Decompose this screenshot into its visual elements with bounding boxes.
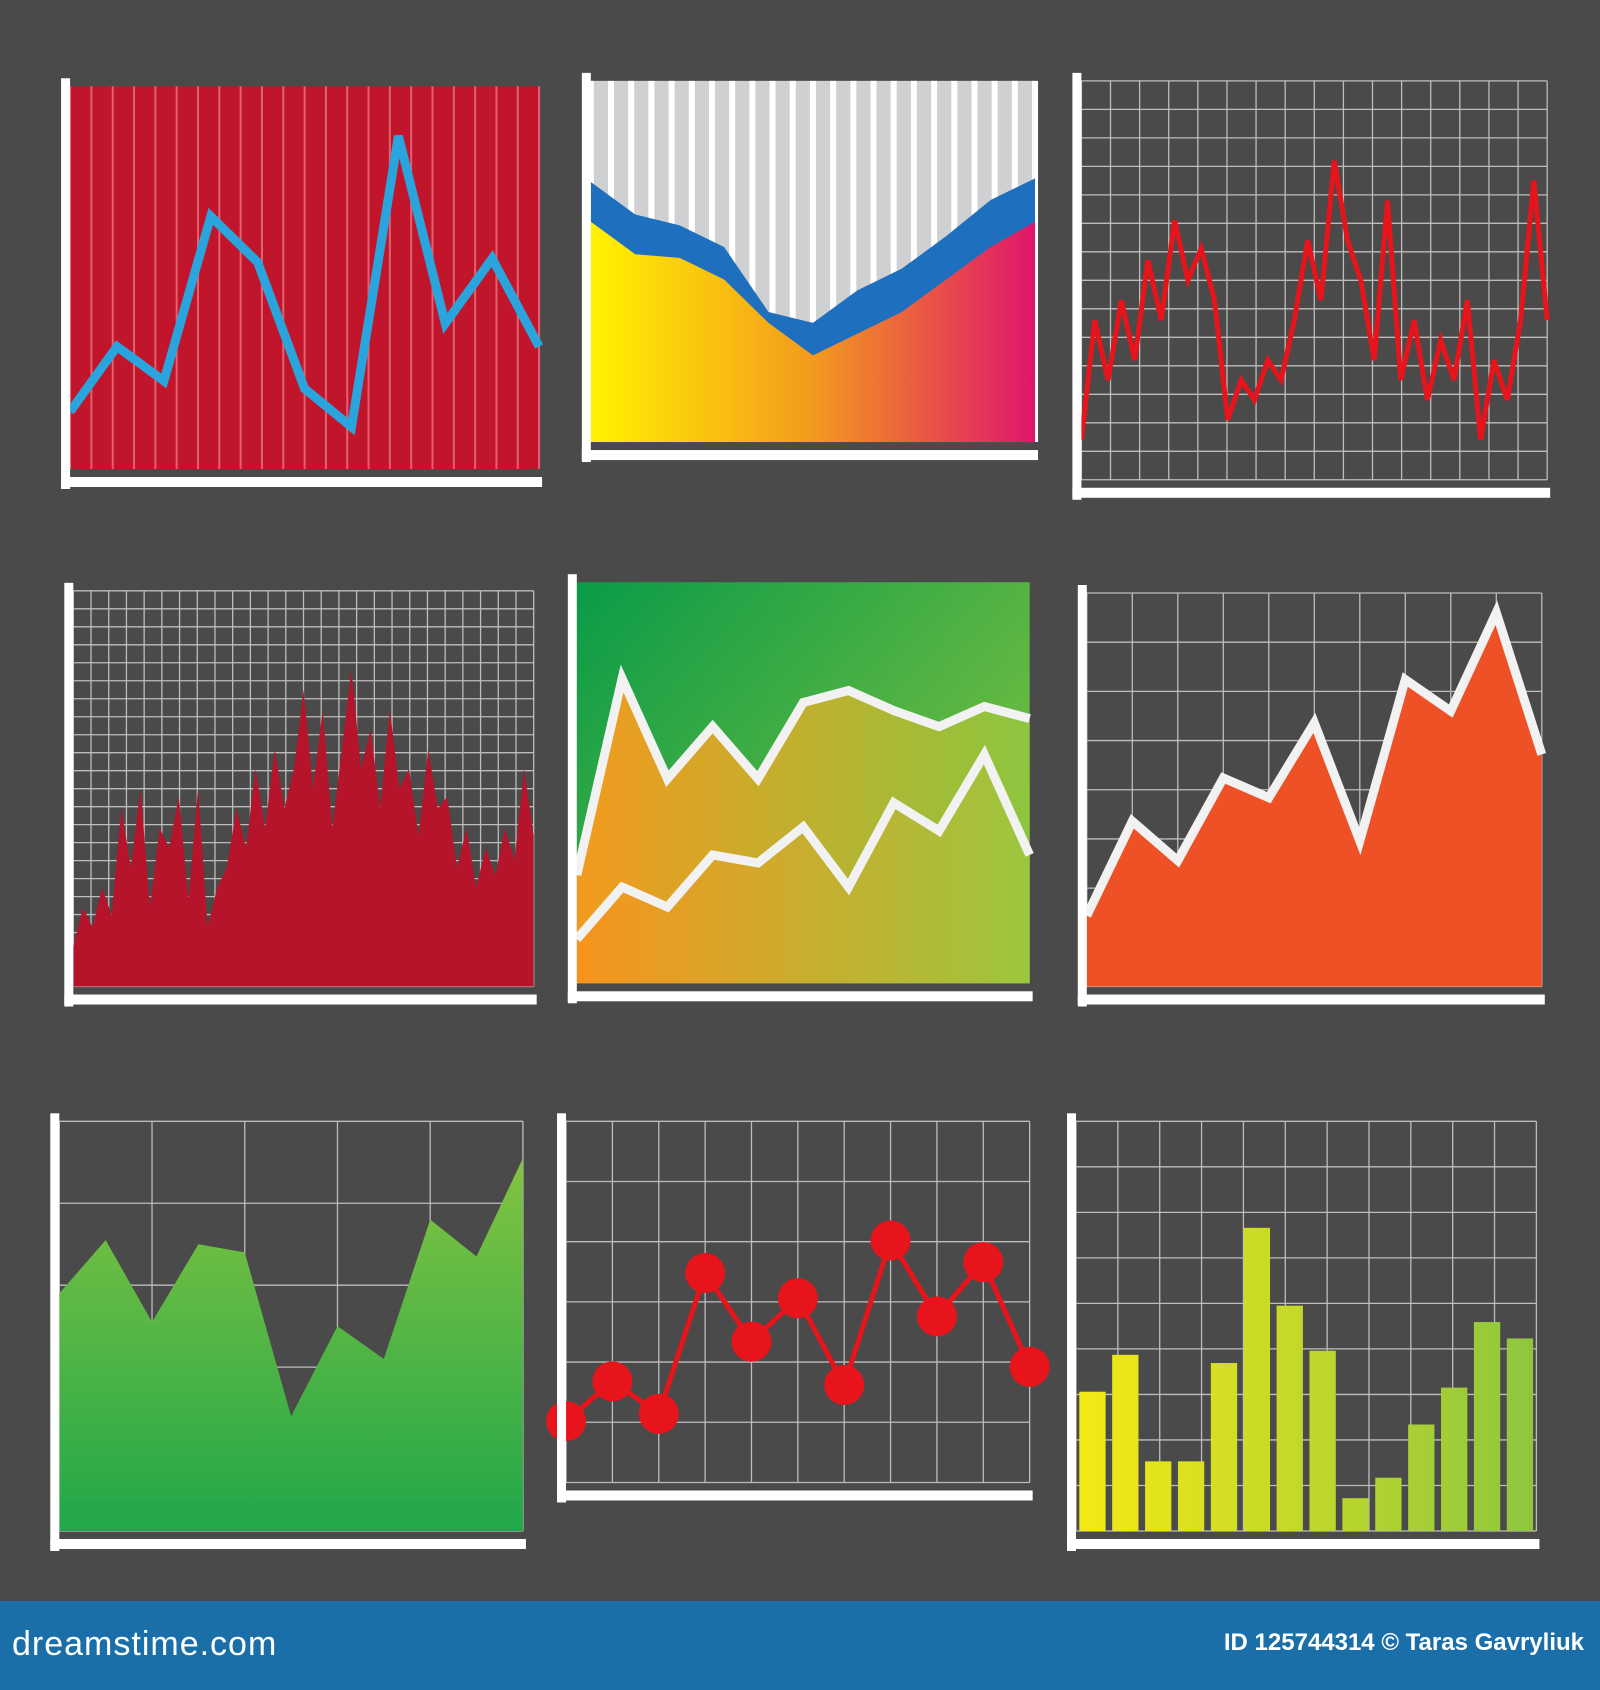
x-axis	[557, 1490, 1033, 1501]
y-axis	[50, 1113, 60, 1551]
area-outline	[1082, 600, 1547, 918]
x-axis	[581, 450, 1039, 461]
line	[66, 134, 544, 436]
area	[73, 669, 534, 987]
y-axis	[557, 1113, 567, 1503]
marker	[1009, 1346, 1050, 1387]
site-name: dreamstime.com	[12, 1625, 278, 1663]
marker	[963, 1242, 1004, 1283]
bar	[1342, 1498, 1369, 1531]
area	[576, 754, 1030, 984]
y-axis	[1072, 72, 1082, 500]
bar	[1177, 1461, 1205, 1531]
area	[59, 1158, 523, 1531]
area-outline	[573, 744, 1034, 943]
marker	[870, 1220, 911, 1261]
bar	[1243, 1227, 1271, 1531]
y-axis	[64, 582, 74, 1007]
x-axis	[1077, 994, 1545, 1005]
marker	[638, 1393, 679, 1434]
marker	[824, 1364, 865, 1405]
bar	[1506, 1338, 1534, 1531]
x-axis	[64, 994, 537, 1005]
area	[1086, 612, 1542, 987]
bar	[1276, 1305, 1303, 1531]
marker	[916, 1296, 957, 1337]
marker	[731, 1321, 772, 1362]
x-axis	[50, 1538, 526, 1549]
area	[590, 221, 1036, 443]
marker	[592, 1361, 633, 1402]
bar	[1079, 1391, 1106, 1531]
marker	[685, 1252, 726, 1293]
credit: ID 125744314 © Taras Gavryliuk	[1223, 1629, 1584, 1656]
line	[1078, 160, 1550, 441]
y-axis	[567, 574, 577, 1004]
bar	[1112, 1354, 1139, 1531]
bar	[1441, 1387, 1468, 1531]
bar	[1145, 1461, 1172, 1531]
marker	[777, 1278, 818, 1319]
area-outline	[572, 664, 1031, 877]
bar	[1375, 1477, 1402, 1531]
x-axis	[1072, 487, 1551, 498]
x-axis	[567, 991, 1033, 1002]
bar	[1408, 1424, 1435, 1531]
bar	[1210, 1363, 1238, 1531]
bar	[1309, 1350, 1336, 1531]
y-axis	[61, 78, 71, 490]
y-axis	[1067, 1113, 1077, 1551]
y-axis	[1077, 584, 1087, 1007]
y-axis	[581, 72, 591, 463]
charts	[50, 72, 1551, 1551]
footer: dreamstime.com ID 125744314 © Taras Gavr…	[0, 1601, 1600, 1690]
x-axis	[1067, 1538, 1540, 1549]
x-axis	[61, 477, 543, 488]
bar	[1473, 1322, 1501, 1531]
